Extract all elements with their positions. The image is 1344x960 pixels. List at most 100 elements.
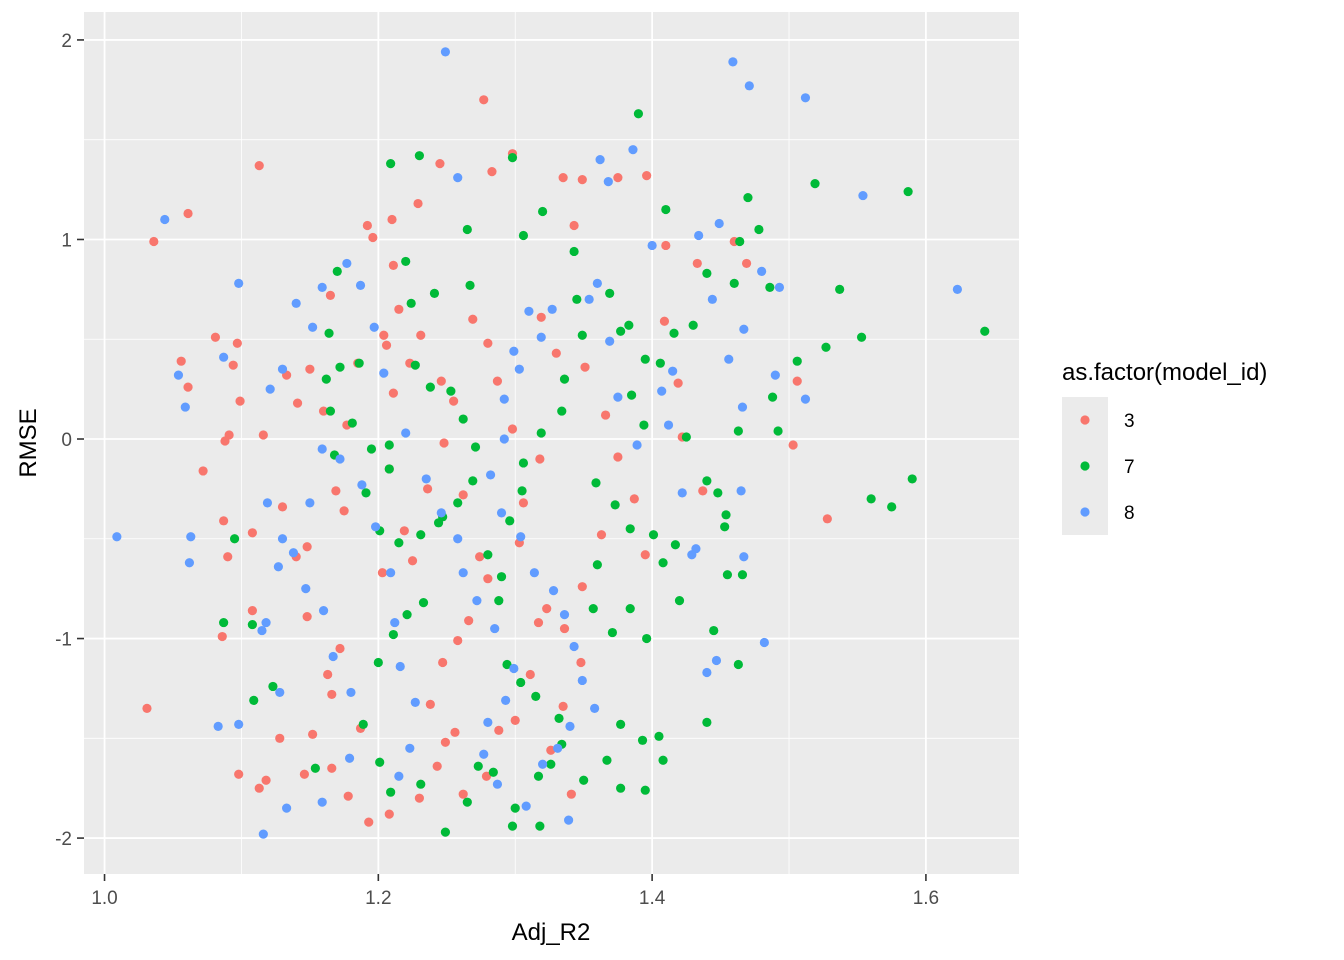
data-point-series-7 (516, 677, 526, 688)
data-point-series-8 (288, 548, 299, 558)
legend-key-swatch (1080, 415, 1090, 425)
data-point-series-7 (402, 610, 412, 620)
data-point-series-8 (318, 606, 329, 616)
data-point-series-8 (160, 214, 170, 225)
legend-keys: 3 7 8 (1062, 397, 1135, 535)
data-point-series-8 (485, 470, 496, 480)
data-point-series-3 (377, 568, 388, 578)
data-point-series-3 (292, 398, 303, 408)
data-point-series-7 (559, 374, 570, 384)
data-point-series-7 (658, 558, 668, 568)
data-point-series-8 (759, 637, 769, 648)
data-point-series-3 (254, 783, 264, 793)
data-point-series-8 (219, 352, 229, 362)
data-point-series-7 (386, 159, 396, 169)
legend-label: 8 (1124, 503, 1135, 524)
grid-major (84, 12, 1019, 874)
data-point-series-7 (569, 246, 579, 257)
data-point-series-7 (637, 735, 648, 745)
data-point-series-3 (387, 214, 397, 225)
data-point-series-8 (770, 370, 780, 380)
data-point-series-8 (800, 93, 811, 103)
data-point-series-3 (247, 528, 257, 538)
data-point-series-8 (277, 364, 288, 374)
data-point-series-8 (687, 550, 697, 560)
data-point-series-7 (735, 236, 745, 247)
data-point-series-7 (518, 458, 529, 468)
data-point-series-7 (347, 418, 357, 428)
data-point-series-7 (249, 695, 259, 706)
data-point-series-3 (577, 175, 587, 185)
data-point-series-8 (184, 558, 195, 568)
data-point-series-7 (737, 570, 748, 580)
data-point-series-3 (219, 516, 229, 526)
data-point-series-3 (327, 689, 337, 700)
data-point-series-8 (370, 522, 381, 532)
y-axis: -2 -1 0 1 2 (55, 31, 84, 850)
data-point-series-7 (538, 206, 548, 217)
data-point-series-3 (323, 669, 333, 680)
data-point-series-8 (499, 394, 509, 404)
data-point-series-3 (416, 330, 426, 340)
data-point-series-8 (328, 651, 338, 662)
data-point-series-3 (425, 699, 435, 709)
data-point-series-7 (572, 294, 582, 304)
data-point-series-8 (173, 370, 184, 380)
data-point-series-8 (395, 661, 405, 672)
data-point-series-7 (616, 326, 626, 336)
data-point-series-7 (709, 625, 719, 636)
data-point-series-8 (736, 486, 746, 496)
data-point-series-3 (142, 703, 152, 713)
data-point-series-8 (628, 145, 638, 155)
data-point-series-7 (754, 224, 764, 235)
data-point-series-7 (640, 354, 650, 364)
data-point-series-7 (792, 356, 802, 366)
data-point-series-7 (465, 280, 475, 290)
data-point-series-8 (282, 803, 292, 813)
data-point-series-7 (384, 440, 394, 450)
data-point-series-7 (602, 755, 612, 765)
data-point-series-7 (332, 266, 342, 276)
data-point-series-8 (490, 623, 500, 634)
data-point-series-7 (810, 179, 820, 189)
data-point-series-7 (577, 330, 587, 340)
data-point-series-3 (458, 490, 468, 500)
data-point-series-7 (702, 476, 712, 486)
data-point-series-3 (613, 173, 623, 183)
data-point-series-3 (232, 338, 242, 348)
data-point-series-7 (733, 659, 743, 670)
data-point-series-7 (414, 151, 424, 161)
data-point-series-3 (413, 198, 423, 209)
data-point-series-7 (702, 268, 712, 278)
data-point-series-7 (658, 755, 668, 765)
data-point-series-8 (369, 322, 379, 332)
legend-key-swatch (1080, 461, 1090, 471)
data-point-series-8 (344, 753, 355, 763)
data-point-series-8 (492, 779, 503, 789)
x-axis: 1.0 1.2 1.4 1.6 (91, 874, 939, 909)
data-point-series-8 (501, 695, 511, 706)
data-point-series-7 (494, 596, 504, 606)
data-point-series-3 (423, 484, 433, 494)
data-point-series-3 (600, 410, 611, 420)
data-point-series-3 (542, 604, 552, 614)
data-point-series-8 (386, 568, 396, 578)
legend-label: 7 (1124, 457, 1135, 478)
data-point-series-8 (584, 294, 594, 304)
data-point-series-8 (261, 617, 271, 628)
data-point-series-3 (492, 376, 503, 386)
data-point-series-7 (720, 522, 730, 532)
data-point-series-8 (213, 721, 223, 731)
data-point-series-3 (507, 424, 518, 434)
data-point-series-3 (247, 606, 257, 616)
data-point-series-3 (481, 771, 492, 781)
data-point-series-8 (499, 434, 509, 444)
data-point-series-8 (711, 655, 722, 666)
data-point-series-7 (980, 326, 990, 336)
data-point-series-3 (788, 440, 798, 450)
panel-background (84, 12, 1019, 874)
data-point-series-3 (483, 574, 493, 584)
data-point-series-3 (407, 556, 418, 566)
data-point-series-3 (220, 436, 230, 446)
